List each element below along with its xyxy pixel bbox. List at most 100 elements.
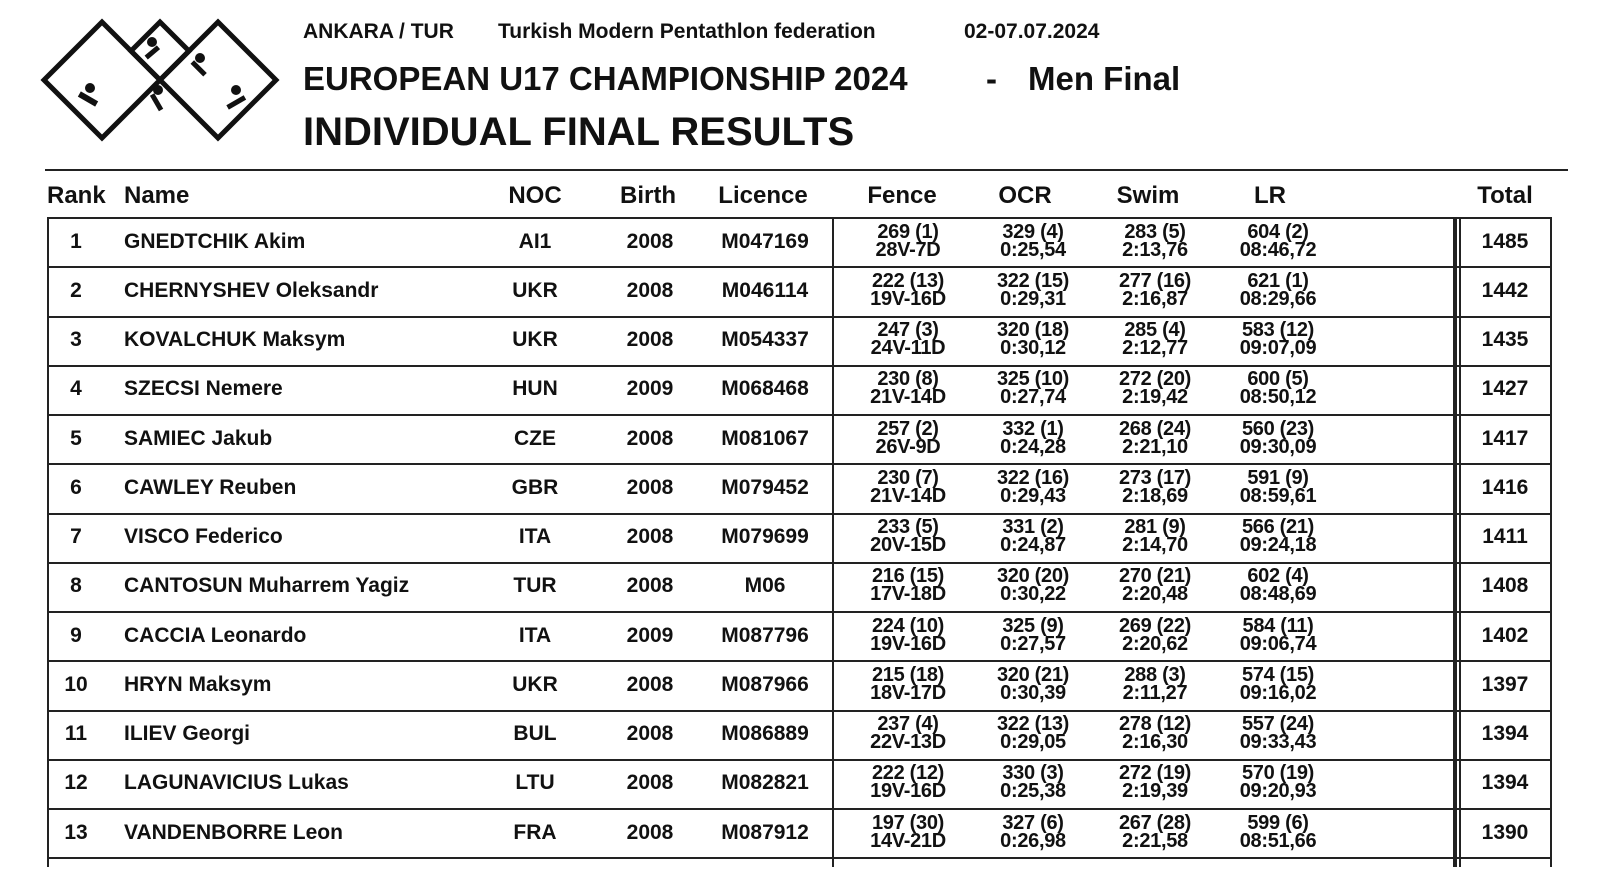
score-detail: 09:20,93 [1239, 780, 1317, 803]
score-points: 257 (2) [877, 417, 939, 440]
noc: LTU [515, 771, 555, 795]
score-detail: 2:12,77 [1122, 337, 1188, 360]
athlete-name: SZECSI Nemere [124, 377, 283, 401]
score-detail: 21V-14D [870, 484, 946, 507]
score-detail: 19V-16D [870, 287, 946, 310]
score-points: 322 (13) [996, 713, 1070, 736]
athlete-name: GNEDTCHIK Akim [124, 229, 306, 253]
row-rule [47, 365, 1552, 367]
score-points: 329 (4) [1002, 220, 1064, 243]
score-detail: 09:33,43 [1239, 731, 1317, 754]
score-points: 222 (12) [871, 762, 945, 785]
total: 1485 [1481, 229, 1529, 253]
score-points: 591 (9) [1247, 466, 1309, 489]
birth-year: 2009 [626, 623, 674, 647]
table-border [1459, 217, 1461, 868]
score-detail: 09:16,02 [1239, 681, 1317, 704]
federation: Turkish Modern Pentathlon federation [498, 20, 876, 43]
score-points: 278 (12) [1118, 713, 1192, 736]
row-rule [47, 710, 1552, 712]
score-points: 583 (12) [1241, 319, 1315, 342]
score-points: 272 (19) [1118, 762, 1192, 785]
score-points: 215 (18) [871, 663, 945, 686]
row-rule [47, 217, 1552, 219]
athlete-name: CAWLEY Reuben [124, 475, 297, 499]
score-points: 222 (13) [871, 269, 945, 292]
rank: 5 [70, 426, 82, 450]
score-points: 325 (9) [1002, 614, 1064, 637]
score-points: 283 (5) [1124, 220, 1186, 243]
score-detail: 0:30,22 [1000, 583, 1066, 606]
score-points: 267 (28) [1118, 811, 1192, 834]
score-detail: 0:27,74 [1000, 386, 1066, 409]
row-rule [47, 316, 1552, 318]
score-points: 560 (23) [1241, 417, 1315, 440]
score-detail: 08:48,69 [1239, 583, 1317, 606]
table-border [1453, 217, 1457, 868]
licence: M079699 [721, 525, 809, 549]
score-detail: 09:30,09 [1239, 435, 1317, 458]
score-points: 269 (22) [1118, 614, 1192, 637]
rank: 3 [70, 328, 82, 352]
column-header: Name [124, 182, 190, 209]
score-detail: 2:14,70 [1122, 534, 1188, 557]
score-points: 277 (16) [1118, 269, 1192, 292]
score-detail: 2:16,30 [1122, 731, 1188, 754]
total: 1397 [1481, 672, 1529, 696]
rank: 11 [64, 722, 88, 746]
score-detail: 21V-14D [870, 386, 946, 409]
total: 1442 [1481, 278, 1529, 302]
score-points: 322 (16) [996, 466, 1070, 489]
score-points: 320 (21) [996, 663, 1070, 686]
score-points: 281 (9) [1124, 516, 1186, 539]
athlete-name: CANTOSUN Muharrem Yagiz [124, 574, 410, 598]
athlete-name: ILIEV Georgi [124, 722, 251, 746]
score-detail: 19V-16D [870, 632, 946, 655]
birth-year: 2008 [626, 229, 674, 253]
table-border [832, 217, 834, 868]
rank: 8 [70, 574, 82, 598]
table-border [1550, 217, 1552, 868]
score-points: 320 (18) [996, 319, 1070, 342]
birth-year: 2008 [626, 820, 674, 844]
title: EUROPEAN U17 CHAMPIONSHIP 2024 [303, 60, 908, 97]
athlete-name: CACCIA Leonardo [124, 623, 307, 647]
score-points: 621 (1) [1247, 269, 1309, 292]
licence: M068468 [721, 377, 809, 401]
score-detail: 0:29,43 [1000, 484, 1066, 507]
score-points: 270 (21) [1118, 565, 1192, 588]
score-detail: 08:51,66 [1239, 829, 1317, 852]
birth-year: 2008 [626, 771, 674, 795]
athlete-name: VISCO Federico [124, 525, 283, 549]
birth-year: 2008 [626, 328, 674, 352]
column-header: NOC [508, 182, 562, 209]
column-header: Swim [1116, 182, 1180, 209]
score-points: 247 (3) [877, 319, 939, 342]
row-rule [47, 808, 1552, 810]
dates: 02-07.07.2024 [964, 20, 1100, 43]
row-rule [47, 562, 1552, 564]
separator: - [986, 60, 997, 97]
score-points: 602 (4) [1247, 565, 1309, 588]
score-detail: 17V-18D [870, 583, 946, 606]
score-detail: 19V-16D [870, 780, 946, 803]
birth-year: 2008 [626, 722, 674, 746]
score-detail: 2:16,87 [1122, 287, 1188, 310]
score-points: 599 (6) [1247, 811, 1309, 834]
birth-year: 2008 [626, 672, 674, 696]
total: 1390 [1481, 820, 1529, 844]
row-rule [47, 857, 1552, 859]
score-points: 584 (11) [1242, 614, 1314, 637]
score-points: 269 (1) [877, 220, 939, 243]
row-rule [47, 414, 1552, 416]
birth-year: 2008 [626, 278, 674, 302]
column-header: OCR [998, 182, 1052, 209]
score-points: 600 (5) [1247, 368, 1309, 391]
birth-year: 2008 [626, 574, 674, 598]
score-detail: 2:19,42 [1122, 386, 1188, 409]
row-rule [47, 611, 1552, 613]
score-points: 604 (2) [1247, 220, 1309, 243]
column-header: Birth [620, 182, 676, 209]
noc: FRA [513, 820, 557, 844]
score-detail: 2:20,62 [1122, 632, 1188, 655]
